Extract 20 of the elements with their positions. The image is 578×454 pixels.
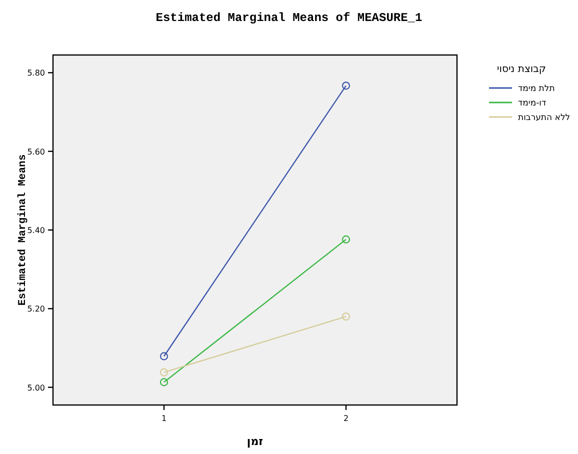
y-tick-label: 5.40 [27, 226, 45, 235]
y-tick-label: 5.00 [27, 383, 45, 392]
x-tick-label: 1 [161, 414, 167, 423]
point [342, 82, 350, 90]
legend-label: תלת מימד [518, 84, 555, 94]
chart-title: Estimated Marginal Means of MEASURE_1 [156, 11, 422, 25]
point [342, 312, 350, 321]
y-axis-title: Estimated Marginal Means [17, 154, 29, 306]
y-tick-label: 5.80 [27, 68, 45, 78]
x-tick-label: 2 [343, 414, 349, 423]
y-tick-label: 5.20 [27, 304, 45, 314]
x-axis-title: זמן [246, 435, 264, 448]
y-tick-label: 5.60 [27, 147, 45, 156]
point [160, 352, 168, 360]
legend-title: קבוצת ניסוי [497, 64, 546, 75]
point [160, 368, 168, 376]
legend-label: דו-מימד [518, 98, 546, 108]
legend-label: ללא התערבות [518, 113, 570, 123]
point [342, 235, 350, 244]
point [160, 378, 168, 386]
